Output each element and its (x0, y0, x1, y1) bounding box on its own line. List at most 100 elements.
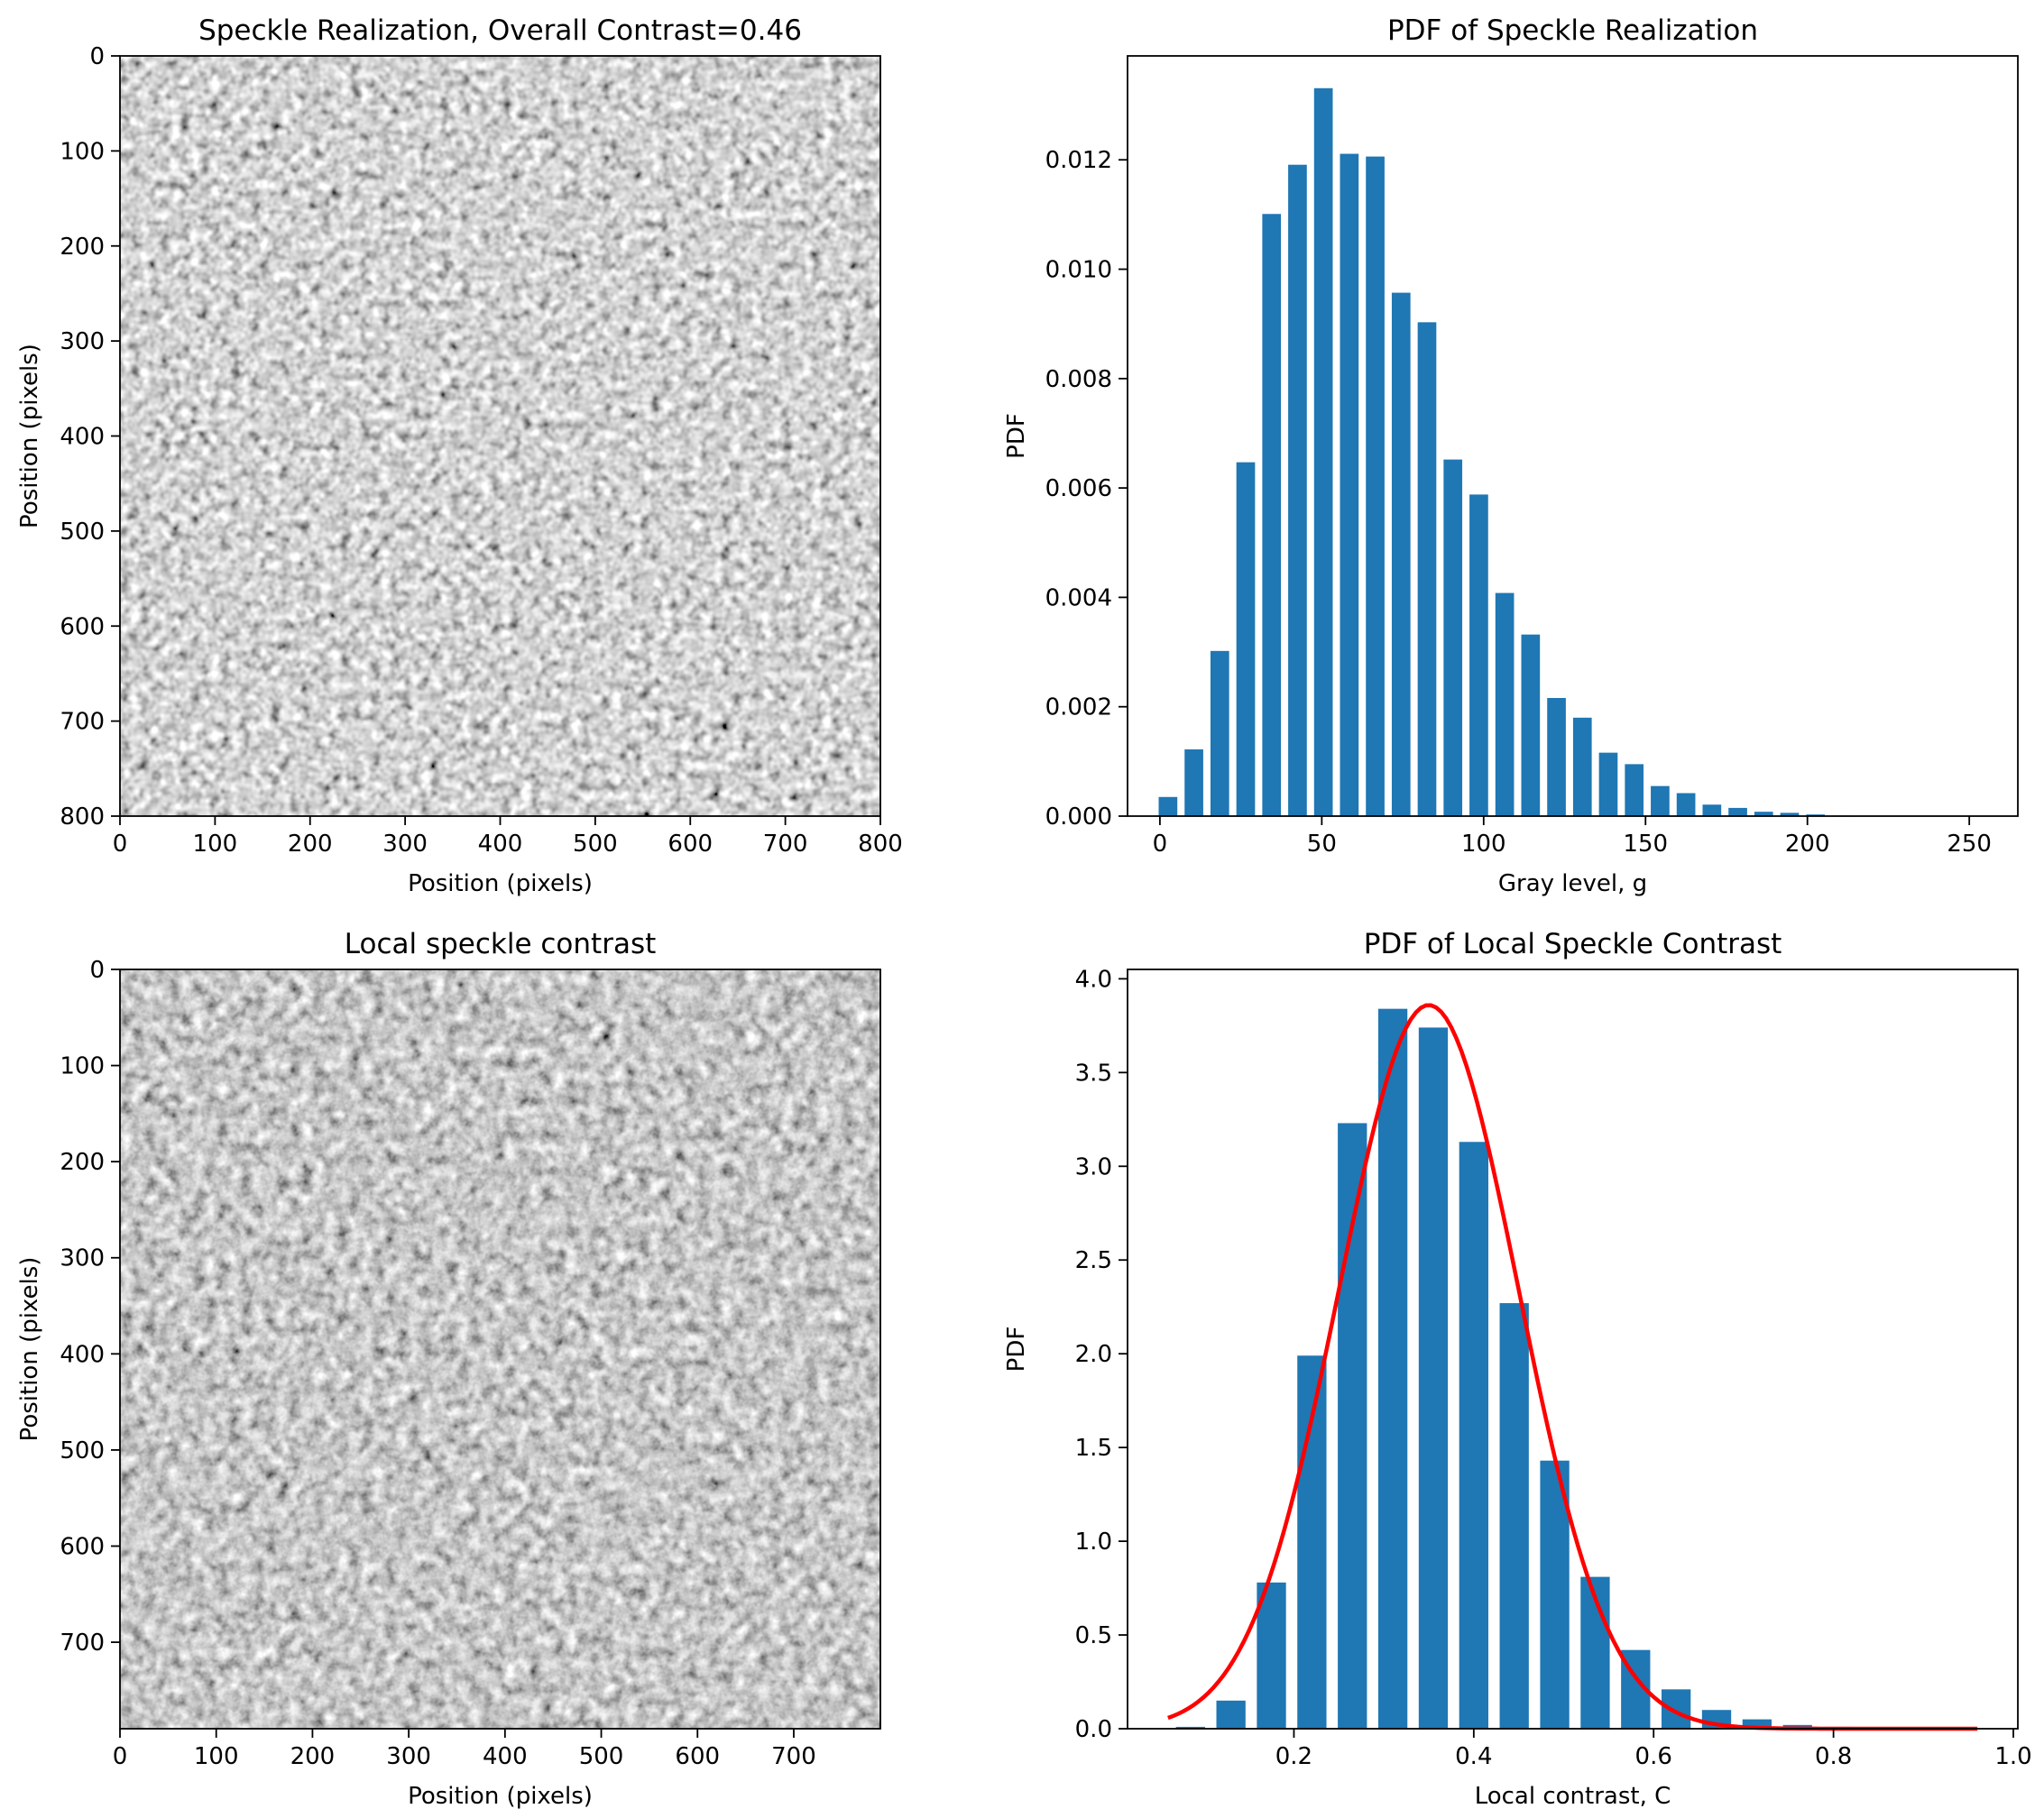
y-tick-label: 400 (60, 1341, 105, 1368)
x-tick-label: 100 (193, 831, 238, 858)
histogram-bar (1598, 752, 1618, 816)
axes-frame (1127, 969, 2019, 1730)
histogram-bar (1742, 1719, 1772, 1729)
histogram-bar (1469, 494, 1488, 816)
histogram-bar (1288, 164, 1307, 817)
histogram-bar (1780, 813, 1800, 816)
y-tick-label: 4.0 (1075, 966, 1112, 993)
y-axis-label: PDF (1003, 413, 1030, 459)
histogram-bar (1625, 764, 1644, 816)
histogram-bar (1806, 814, 1826, 816)
y-tick-label: 0.010 (1045, 257, 1112, 284)
y-tick-label: 2.5 (1075, 1247, 1112, 1274)
y-axis-label: PDF (1003, 1327, 1030, 1373)
x-tick-label: 200 (290, 1743, 336, 1770)
x-tick-label: 0 (113, 1743, 128, 1770)
x-tick-label: 700 (763, 831, 808, 858)
histogram-bar (1236, 462, 1256, 816)
histogram-bar (1158, 796, 1178, 816)
y-tick-label: 0.000 (1045, 803, 1112, 831)
histogram-bar (1216, 1700, 1246, 1729)
histogram-bar (1443, 459, 1463, 816)
histogram-bar (1377, 1008, 1408, 1729)
x-tick-label: 0.4 (1455, 1743, 1492, 1770)
y-tick-label: 2.0 (1075, 1341, 1112, 1368)
y-tick-label: 0.002 (1045, 694, 1112, 721)
x-tick-label: 200 (288, 831, 333, 858)
histogram-bar (1540, 1460, 1570, 1729)
y-tick-label: 0 (89, 957, 105, 984)
histogram-bar (1651, 785, 1670, 816)
x-axis-label: Local contrast, C (1475, 1783, 1671, 1810)
x-tick-label: 100 (194, 1743, 239, 1770)
x-axis-label: Position (pixels) (408, 870, 593, 897)
y-tick-label: 600 (60, 613, 105, 640)
y-tick-label: 0.012 (1045, 147, 1112, 174)
x-tick-label: 1.0 (1994, 1743, 2031, 1770)
y-tick-label: 200 (60, 1149, 105, 1176)
panel-1-title: Speckle Realization, Overall Contrast=0.… (198, 14, 802, 47)
x-tick-label: 500 (579, 1743, 624, 1770)
histogram-bar (1702, 804, 1722, 816)
y-tick-label: 3.0 (1075, 1153, 1112, 1180)
x-tick-label: 400 (483, 1743, 528, 1770)
y-tick-label: 1.0 (1075, 1529, 1112, 1556)
x-tick-label: 500 (573, 831, 618, 858)
x-tick-label: 0.6 (1635, 1743, 1672, 1770)
x-tick-label: 0 (113, 831, 128, 858)
panel-4: PDF of Local Speckle Contrast 0.2 0.4 0.6 0.… (1003, 928, 2032, 1810)
histogram-bar (1728, 807, 1747, 816)
histogram-bar (1417, 322, 1437, 816)
histogram-bar (1210, 650, 1229, 816)
x-tick-label: 50 (1307, 831, 1337, 858)
gaussian-fit-curve (1167, 1003, 1978, 1731)
y-axis-label: Position (pixels) (16, 344, 43, 528)
x-tick-label: 600 (668, 831, 713, 858)
histogram-bar (1499, 1303, 1529, 1729)
x-tick-label: 300 (382, 831, 428, 858)
y-tick-label: 700 (60, 1630, 105, 1657)
histogram-bar (1313, 87, 1333, 817)
y-tick-label: 3.5 (1075, 1060, 1112, 1087)
local-contrast-image (120, 969, 880, 1729)
histogram-bar (1340, 153, 1359, 817)
y-tick-label: 600 (60, 1533, 105, 1560)
y-tick-label: 500 (60, 519, 105, 546)
panel-1: Speckle Realization, Overall Contrast=0.… (16, 14, 903, 897)
histogram-bar (1338, 1123, 1367, 1729)
y-tick-label: 0.008 (1045, 366, 1112, 393)
panel-3-title: Local speckle contrast (345, 928, 657, 960)
histogram-bar (1521, 634, 1541, 816)
y-tick-label: 0.004 (1045, 584, 1112, 611)
y-tick-label: 0 (89, 43, 105, 70)
x-tick-label: 250 (1947, 831, 1992, 858)
histogram-bar (1418, 1027, 1449, 1729)
histogram-bar (1754, 812, 1773, 816)
y-tick-label: 300 (60, 328, 105, 355)
axes-frame (1127, 55, 2019, 817)
x-tick-label: 600 (675, 1743, 720, 1770)
histogram-bar (1257, 1582, 1286, 1729)
x-tick-label: 0.2 (1275, 1743, 1312, 1770)
x-tick-label: 150 (1623, 831, 1668, 858)
histogram-bar (1262, 214, 1282, 816)
y-tick-label: 1.5 (1075, 1435, 1112, 1462)
y-tick-label: 200 (60, 234, 105, 261)
x-axis-label: Position (pixels) (408, 1783, 593, 1810)
y-axis-label: Position (pixels) (16, 1257, 43, 1442)
histogram-bar (1547, 698, 1566, 816)
histogram-bar (1495, 592, 1515, 816)
x-tick-label: 0.8 (1815, 1743, 1852, 1770)
x-tick-label: 0 (1153, 831, 1168, 858)
y-tick-label: 300 (60, 1245, 105, 1272)
panel-3: Local speckle contrast 0 100 200 300 400 500 60… (16, 928, 881, 1810)
axes-frame (119, 969, 881, 1730)
y-tick-label: 0.006 (1045, 475, 1112, 502)
y-tick-label: 400 (60, 424, 105, 451)
x-tick-label: 700 (771, 1743, 816, 1770)
x-tick-label: 200 (1785, 831, 1830, 858)
histogram-bar (1391, 292, 1411, 816)
panel-2: PDF of Speckle Realization 0 50 100 150 200 25… (1003, 14, 2019, 897)
panel-2-title: PDF of Speckle Realization (1387, 14, 1758, 47)
